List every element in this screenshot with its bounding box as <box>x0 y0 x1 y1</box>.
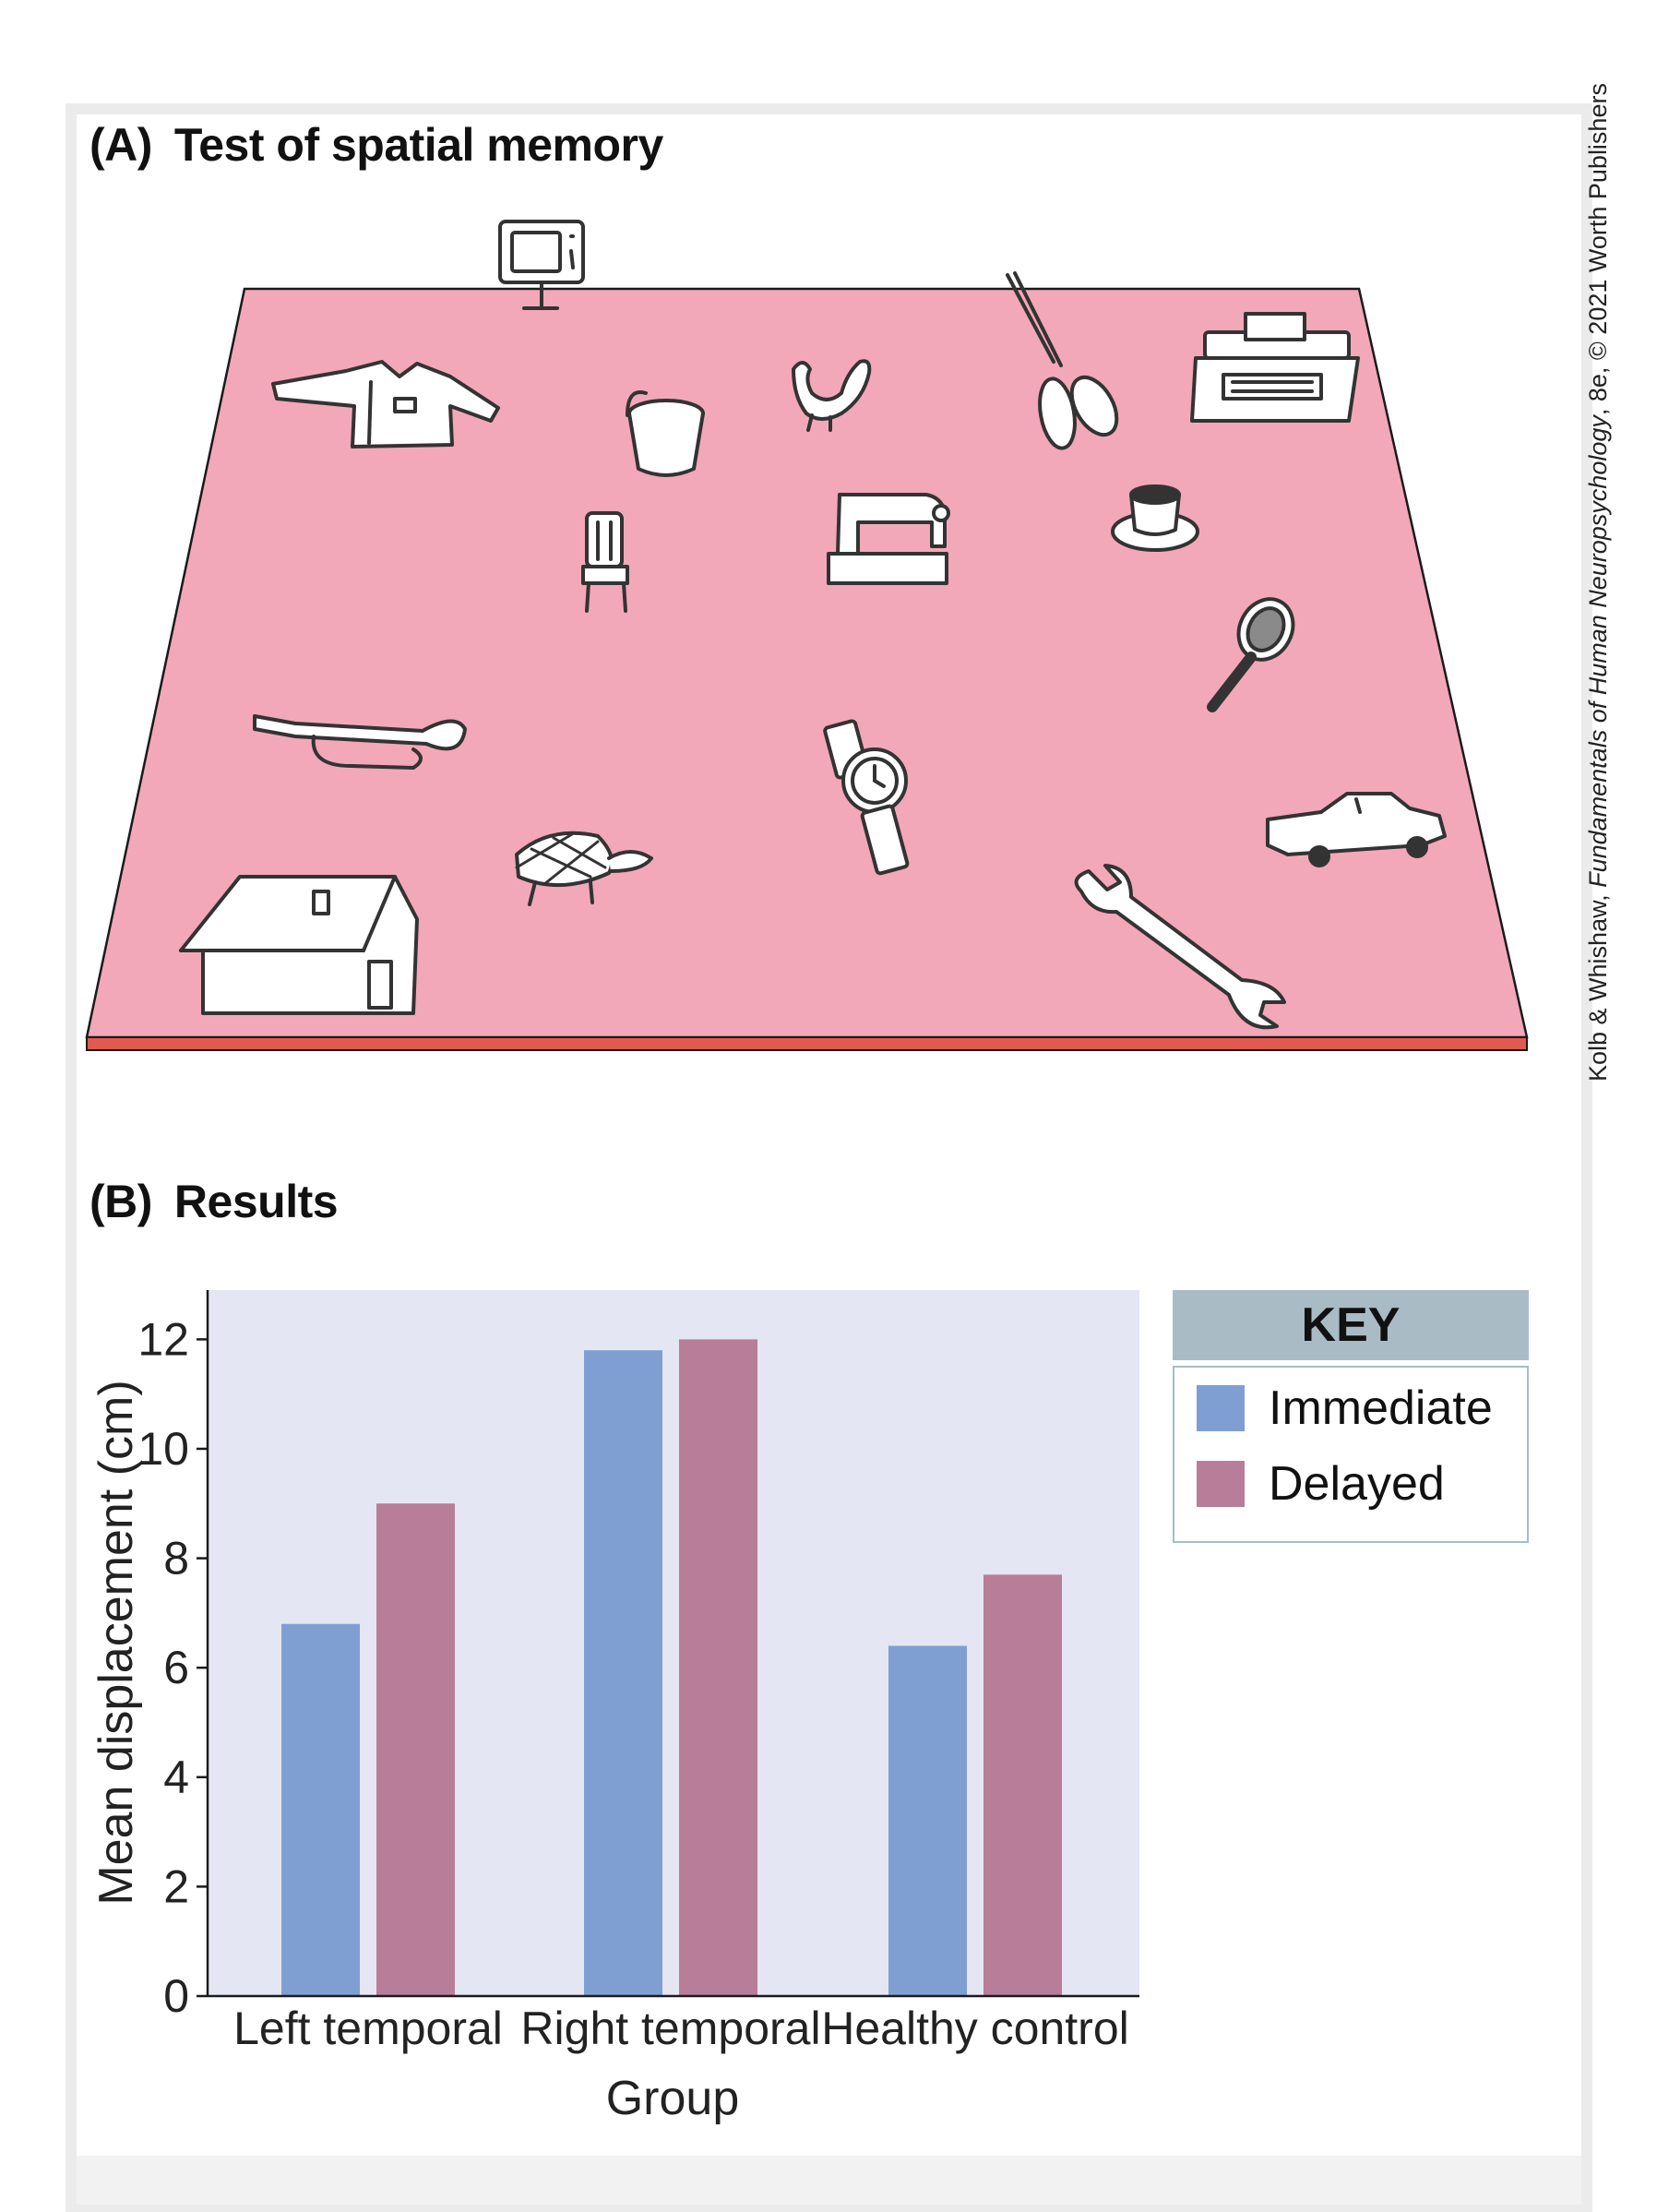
y-tick-label: 0 <box>163 1970 189 2022</box>
legend-box: Immediate Delayed <box>1173 1366 1529 1543</box>
house-icon <box>179 875 419 1015</box>
legend-title: KEY <box>1173 1290 1529 1360</box>
y-tick-label: 2 <box>163 1860 189 1912</box>
wrench-icon <box>1074 864 1286 1030</box>
panel-b-letter: (B) <box>89 1176 152 1227</box>
bar-delayed-left-temporal <box>376 1503 455 1996</box>
legend-item-delayed: Delayed <box>1197 1457 1445 1511</box>
chair-icon <box>581 511 629 613</box>
y-tick-label: 12 <box>137 1313 189 1365</box>
footer-band <box>77 2156 1581 2205</box>
coffee-cup-icon <box>1111 484 1199 552</box>
panel-b-title: Results <box>173 1176 339 1227</box>
panel-a-heading: (A) Test of spatial memory <box>89 118 663 172</box>
table <box>85 287 1529 1051</box>
panel-b-heading: (B) Results <box>89 1175 339 1228</box>
shirt-icon <box>271 360 500 448</box>
watch-icon <box>823 719 910 876</box>
x-tick-label: Right temporal <box>520 2003 820 2054</box>
y-tick-label: 4 <box>163 1752 189 1803</box>
turtle-icon <box>515 831 653 906</box>
bar-immediate-right-temporal <box>584 1350 662 1996</box>
y-tick-label: 8 <box>163 1533 189 1584</box>
bar-immediate-left-temporal <box>281 1623 360 1996</box>
legend-label-immediate: Immediate <box>1269 1381 1493 1435</box>
sewing-machine-icon <box>827 493 950 585</box>
y-tick-label: 6 <box>163 1642 189 1693</box>
scissors-icon <box>1006 271 1119 450</box>
legend: KEY Immediate Delayed <box>1173 1290 1529 1543</box>
legend-swatch-delayed <box>1197 1461 1245 1507</box>
television-icon <box>498 220 585 310</box>
legend-swatch-immediate <box>1197 1385 1245 1431</box>
bucket-icon <box>626 390 705 477</box>
panel-a-letter: (A) <box>89 119 152 171</box>
bar-delayed-healthy-control <box>983 1574 1062 1996</box>
car-icon <box>1266 792 1447 867</box>
y-axis-label: Mean displacement (cm) <box>89 1380 143 1905</box>
bar-immediate-healthy-control <box>888 1645 967 1996</box>
x-tick-label: Healthy control <box>821 2003 1129 2054</box>
legend-label-delayed: Delayed <box>1269 1457 1445 1511</box>
spatial-memory-scene <box>85 220 1529 1051</box>
rooster-icon <box>792 359 872 432</box>
x-tick-label: Left temporal <box>233 2003 503 2054</box>
panel-a-title: Test of spatial memory <box>173 119 663 171</box>
trumpet-icon <box>253 714 467 770</box>
tennis-racket-icon <box>1207 597 1295 712</box>
x-axis-label: Group <box>606 2072 740 2125</box>
legend-item-immediate: Immediate <box>1197 1381 1493 1435</box>
typewriter-icon <box>1190 312 1360 423</box>
bar-delayed-right-temporal <box>679 1339 757 1996</box>
y-tick-label: 10 <box>137 1423 189 1475</box>
